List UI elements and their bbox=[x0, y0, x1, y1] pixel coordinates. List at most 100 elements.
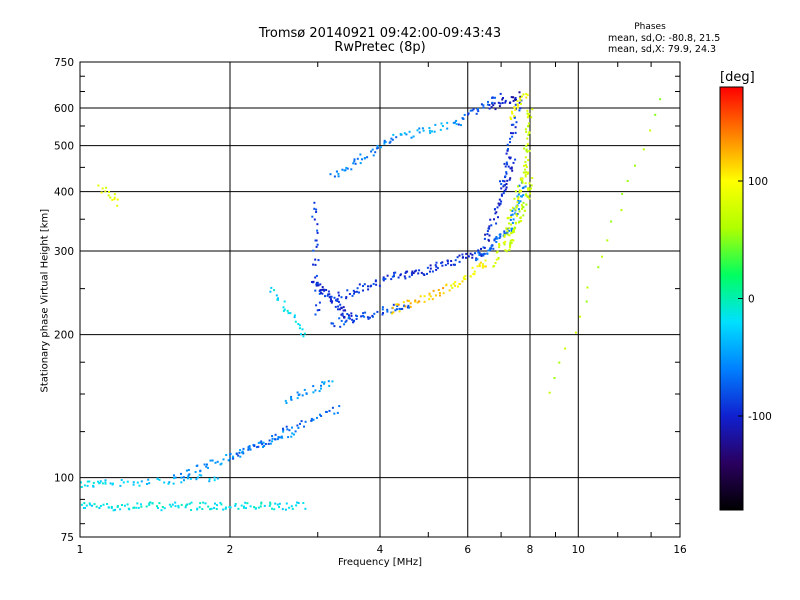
data-point bbox=[190, 501, 193, 504]
data-point bbox=[327, 380, 330, 383]
data-point bbox=[146, 483, 148, 485]
data-point bbox=[137, 506, 140, 509]
data-point bbox=[495, 241, 498, 243]
data-point bbox=[350, 314, 353, 317]
data-point bbox=[437, 289, 440, 291]
data-point bbox=[601, 255, 603, 258]
data-point bbox=[336, 298, 339, 301]
data-point bbox=[493, 239, 496, 242]
data-point bbox=[332, 322, 335, 325]
data-point bbox=[326, 294, 329, 297]
data-point bbox=[428, 127, 431, 129]
data-point bbox=[505, 227, 508, 230]
data-point bbox=[422, 129, 425, 132]
data-point bbox=[84, 507, 86, 509]
data-point bbox=[348, 316, 351, 319]
data-point bbox=[508, 234, 511, 237]
data-point bbox=[419, 295, 422, 298]
data-point bbox=[172, 482, 175, 485]
data-point bbox=[338, 317, 341, 320]
data-point bbox=[196, 464, 199, 467]
data-point bbox=[343, 315, 346, 318]
data-point bbox=[395, 308, 398, 311]
data-point bbox=[524, 161, 527, 164]
data-point bbox=[336, 411, 339, 414]
data-point bbox=[269, 290, 272, 293]
data-point bbox=[311, 281, 313, 283]
data-point bbox=[171, 503, 174, 506]
data-point bbox=[294, 430, 297, 433]
data-point bbox=[495, 251, 498, 254]
data-point bbox=[282, 428, 285, 431]
data-point bbox=[344, 309, 347, 312]
data-point bbox=[431, 298, 434, 301]
data-point bbox=[198, 473, 201, 476]
data-point bbox=[343, 323, 346, 326]
data-point bbox=[497, 101, 500, 104]
data-point bbox=[97, 480, 99, 483]
data-point bbox=[237, 454, 240, 457]
data-point bbox=[248, 445, 251, 448]
data-point bbox=[527, 125, 530, 127]
data-point bbox=[247, 446, 250, 449]
data-point bbox=[517, 202, 520, 204]
data-point bbox=[391, 275, 394, 278]
data-point bbox=[520, 195, 523, 198]
data-point bbox=[359, 162, 362, 165]
data-point bbox=[330, 301, 333, 304]
data-point bbox=[460, 124, 462, 127]
data-point bbox=[316, 229, 319, 232]
data-point bbox=[367, 285, 369, 288]
data-point bbox=[274, 502, 277, 505]
data-point bbox=[368, 316, 371, 319]
data-point bbox=[473, 273, 476, 276]
data-point bbox=[276, 438, 279, 441]
data-point bbox=[327, 290, 330, 293]
data-point bbox=[157, 507, 159, 509]
data-point bbox=[323, 289, 326, 292]
data-point bbox=[200, 474, 203, 477]
data-point bbox=[491, 101, 494, 104]
data-point bbox=[458, 283, 461, 285]
data-point bbox=[433, 130, 436, 133]
data-point bbox=[362, 289, 364, 292]
data-point bbox=[499, 102, 502, 105]
data-point bbox=[510, 123, 513, 126]
stats-heading: Phases bbox=[634, 22, 666, 32]
data-point bbox=[312, 263, 315, 266]
data-point bbox=[403, 275, 406, 278]
data-point bbox=[335, 299, 337, 302]
data-point bbox=[255, 446, 258, 449]
data-point bbox=[352, 321, 354, 324]
x-tick-label: 16 bbox=[673, 544, 687, 556]
data-point bbox=[480, 103, 483, 106]
data-point bbox=[501, 179, 504, 182]
data-point bbox=[454, 263, 456, 266]
data-point bbox=[356, 287, 359, 290]
data-point bbox=[482, 254, 485, 257]
data-point bbox=[376, 146, 379, 149]
data-point bbox=[337, 300, 340, 303]
data-point bbox=[525, 96, 528, 99]
data-point bbox=[389, 140, 392, 143]
data-point bbox=[242, 447, 245, 450]
data-point bbox=[521, 177, 523, 180]
data-point bbox=[414, 270, 416, 273]
data-point bbox=[476, 258, 479, 261]
data-point bbox=[342, 309, 345, 312]
data-point bbox=[231, 455, 234, 458]
data-point bbox=[452, 282, 455, 285]
data-point bbox=[516, 195, 519, 198]
data-point bbox=[147, 478, 150, 481]
data-point bbox=[463, 278, 466, 280]
data-point bbox=[498, 237, 501, 240]
data-point bbox=[293, 314, 296, 317]
data-point bbox=[158, 478, 161, 481]
data-point bbox=[394, 271, 397, 274]
data-point bbox=[257, 506, 260, 509]
data-point bbox=[482, 104, 485, 107]
data-point bbox=[222, 508, 225, 511]
data-point bbox=[116, 198, 119, 201]
data-point bbox=[177, 504, 180, 507]
data-point bbox=[382, 279, 385, 282]
